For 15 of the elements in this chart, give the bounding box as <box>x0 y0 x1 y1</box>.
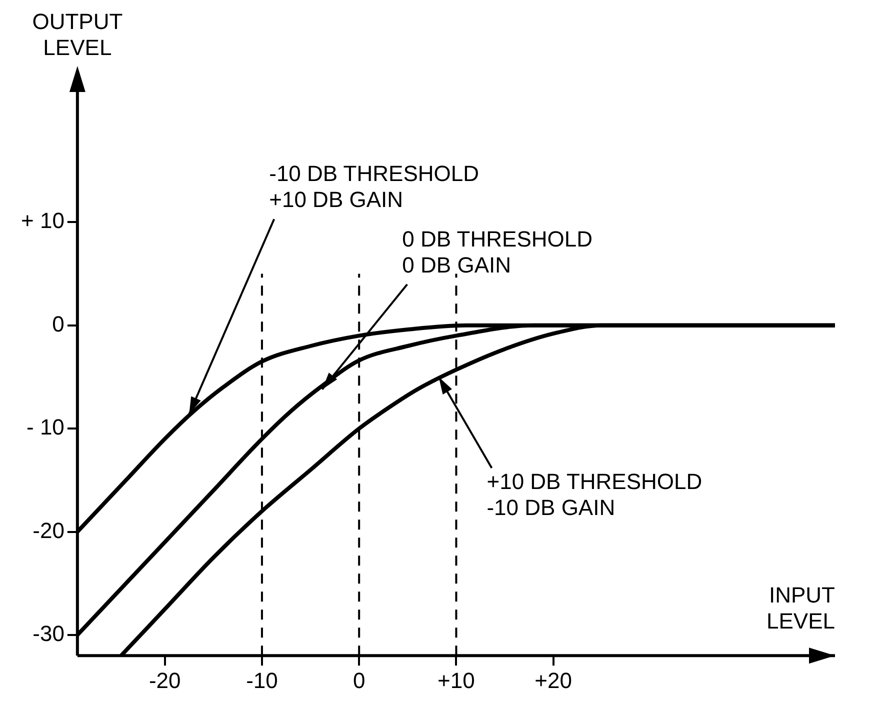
y-tick-label: - 10 <box>26 414 64 440</box>
x-tick-label: -10 <box>246 668 278 693</box>
annotation: +10 DB THRESHOLD -10 DB GAIN <box>486 469 702 520</box>
annotation: 0 DB THRESHOLD 0 DB GAIN <box>402 226 592 278</box>
x-tick-label: +20 <box>534 668 572 693</box>
x-axis-title: INPUT LEVEL <box>766 582 835 634</box>
y-tick-label: + 10 <box>20 208 64 234</box>
y-tick-label: 0 <box>52 311 64 336</box>
x-tick-label: +10 <box>438 668 475 693</box>
y-tick-label: -20 <box>32 518 64 543</box>
x-tick-label: -20 <box>148 668 181 693</box>
y-axis-title: OUTPUT LEVEL <box>32 9 123 60</box>
annotation: -10 DB THRESHOLD +10 DB GAIN <box>269 161 479 212</box>
y-tick-label: -30 <box>32 621 64 646</box>
x-tick-label: 0 <box>352 668 366 693</box>
